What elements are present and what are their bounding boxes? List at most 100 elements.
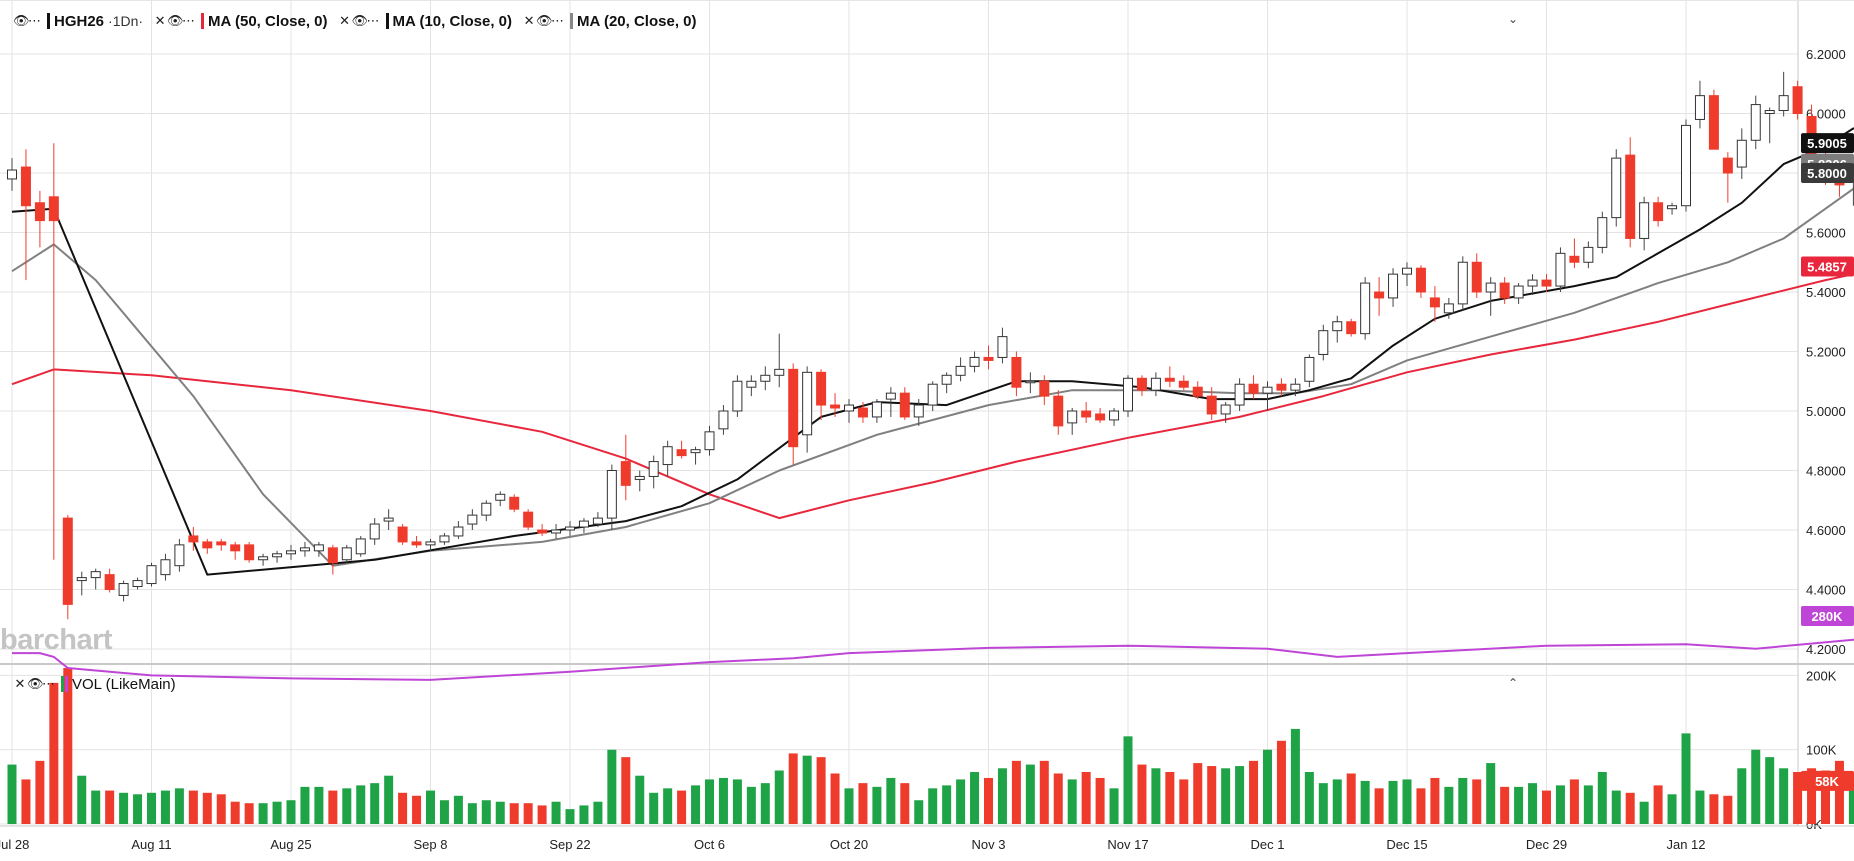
volume-bar (202, 792, 212, 824)
volume-bar (523, 803, 533, 824)
volume-bar (621, 757, 631, 824)
candle-body (774, 368, 785, 376)
candle-body (551, 529, 562, 534)
volume-label[interactable]: VOL (LikeMain) (72, 675, 176, 693)
volume-bar (1611, 790, 1621, 824)
volume-bar (216, 794, 226, 824)
ma50-price-badge: 5.4857 (1807, 260, 1847, 275)
volume-bar (1374, 788, 1384, 824)
close-icon[interactable]: ✕ (523, 13, 535, 28)
volume-bar (467, 803, 477, 824)
candle-body (620, 461, 631, 486)
volume-bar (1304, 772, 1314, 824)
candle-body (1653, 202, 1664, 222)
candle-body (802, 371, 813, 436)
study-label-ma50[interactable]: MA (50, Close, 0) (208, 12, 328, 30)
volume-bar (1709, 794, 1719, 824)
close-icon[interactable]: ✕ (154, 13, 166, 28)
volume-bar (1151, 768, 1161, 824)
more-icon[interactable]: ⋯ (366, 13, 380, 28)
more-icon[interactable]: ⋯ (551, 13, 564, 28)
volume-bar (565, 809, 575, 824)
eye-icon[interactable]: 👁 (27, 676, 44, 691)
study-label-ma20[interactable]: MA (20, Close, 0) (577, 12, 697, 30)
ma10-price-badge-bg (1801, 133, 1854, 154)
candle-body (648, 461, 659, 477)
eye-icon[interactable]: 👁 (13, 13, 30, 28)
candle-body (1164, 377, 1175, 382)
candle-body (1471, 261, 1482, 293)
more-icon[interactable]: ⋯ (182, 13, 195, 28)
volume-bar (537, 805, 547, 824)
candle-body (7, 169, 17, 180)
candle-body (495, 493, 506, 501)
candle-body (676, 449, 687, 457)
candle-body (760, 374, 771, 382)
volume-bar (1416, 788, 1426, 824)
candle-body (1374, 291, 1385, 299)
volume-bar (21, 779, 31, 824)
eye-icon[interactable]: 👁 (167, 13, 184, 28)
close-icon[interactable]: ✕ (339, 13, 350, 28)
candle-body (899, 392, 910, 418)
volume-bar (1625, 792, 1635, 824)
candle-body (565, 526, 575, 531)
volume-bar (286, 800, 296, 824)
candle-body (467, 514, 478, 525)
volume-bar (1193, 763, 1203, 824)
y-tick-label: 4.4000 (1806, 583, 1846, 598)
volume-bar (7, 764, 17, 824)
volume-bar (49, 682, 59, 824)
volume-bar (1221, 768, 1231, 824)
candle-body (286, 550, 296, 555)
volume-bar (677, 790, 687, 824)
vol-avg-swatch (65, 676, 68, 692)
symbol-label[interactable]: HGH26 (54, 12, 105, 30)
eye-icon[interactable]: 👁 (536, 13, 553, 28)
close-icon[interactable]: ✕ (14, 676, 26, 691)
candle-body (1318, 330, 1329, 355)
interval-label[interactable]: ·1Dn· (108, 13, 144, 29)
candle-body (871, 401, 882, 418)
vol-tick-label: 200K (1806, 668, 1837, 683)
candle-body (1541, 279, 1552, 287)
volume-bar (1639, 801, 1649, 824)
candle-body (20, 166, 31, 207)
volume-bar (691, 785, 701, 824)
candle-body (732, 380, 743, 412)
volume-bar (997, 768, 1007, 824)
candle-body (1485, 282, 1496, 293)
y-tick-label: 5.0000 (1806, 404, 1846, 419)
x-tick-label: Dec 15 (1386, 837, 1427, 852)
candle-body (1639, 202, 1650, 239)
candle-body (1722, 157, 1733, 174)
volume-bar (119, 792, 129, 824)
eye-icon[interactable]: 👁 (351, 13, 369, 28)
volume-bar (663, 788, 673, 824)
volume-bar (509, 803, 519, 824)
candle-body (299, 547, 310, 552)
candle-body (1792, 86, 1803, 114)
volume-bar (956, 779, 966, 824)
candle-body (1276, 383, 1287, 391)
candle-body (230, 544, 241, 552)
volume-bar (942, 785, 952, 824)
volume-bar (1667, 794, 1677, 824)
more-icon[interactable]: ⋯ (42, 676, 55, 691)
volume-bar (928, 788, 938, 824)
candle-body (90, 571, 101, 579)
volume-bar (426, 790, 435, 824)
volume-bar (1848, 777, 1854, 824)
study-label-ma10[interactable]: MA (10, Close, 0) (392, 12, 513, 30)
candle-body (174, 544, 185, 567)
candle-body (1764, 110, 1775, 115)
chevron-up-icon[interactable]: ⌃ (1507, 676, 1518, 690)
more-icon[interactable]: ⋯ (28, 13, 41, 28)
x-tick-label: Sep 22 (549, 837, 590, 852)
candle-body (1011, 356, 1022, 388)
x-tick-label: Nov 17 (1107, 837, 1148, 852)
chevron-down-icon[interactable]: ⌄ (1507, 12, 1518, 26)
volume-bar (258, 803, 268, 824)
